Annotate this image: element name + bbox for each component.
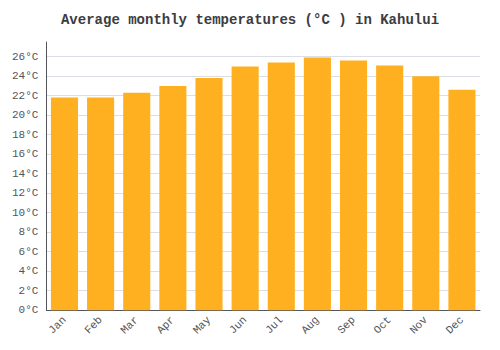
svg-text:Average monthly temperatures (: Average monthly temperatures (°C ) in Ka…	[61, 12, 439, 28]
svg-text:Oct: Oct	[371, 314, 393, 336]
svg-text:Aug: Aug	[299, 314, 321, 336]
svg-text:Nov: Nov	[408, 314, 431, 337]
svg-text:0°C: 0°C	[19, 304, 39, 316]
svg-text:Sep: Sep	[335, 314, 357, 336]
svg-text:18°C: 18°C	[12, 129, 39, 141]
svg-text:8°C: 8°C	[19, 226, 39, 238]
svg-text:12°C: 12°C	[12, 187, 39, 199]
svg-text:Mar: Mar	[119, 314, 141, 336]
svg-text:16°C: 16°C	[12, 148, 39, 160]
svg-text:20°C: 20°C	[12, 109, 39, 121]
svg-text:4°C: 4°C	[19, 265, 39, 277]
svg-text:14°C: 14°C	[12, 168, 39, 180]
svg-text:6°C: 6°C	[19, 246, 39, 258]
svg-text:Feb: Feb	[82, 314, 104, 336]
svg-text:26°C: 26°C	[12, 51, 39, 63]
svg-text:10°C: 10°C	[12, 207, 39, 219]
svg-text:Jan: Jan	[46, 314, 68, 336]
svg-text:Jun: Jun	[227, 314, 249, 336]
svg-text:24°C: 24°C	[12, 70, 39, 82]
svg-text:May: May	[191, 314, 214, 337]
svg-text:2°C: 2°C	[19, 285, 39, 297]
svg-text:Jul: Jul	[263, 314, 285, 336]
svg-text:Dec: Dec	[444, 314, 466, 336]
svg-text:Apr: Apr	[155, 314, 177, 336]
svg-text:22°C: 22°C	[12, 90, 39, 102]
